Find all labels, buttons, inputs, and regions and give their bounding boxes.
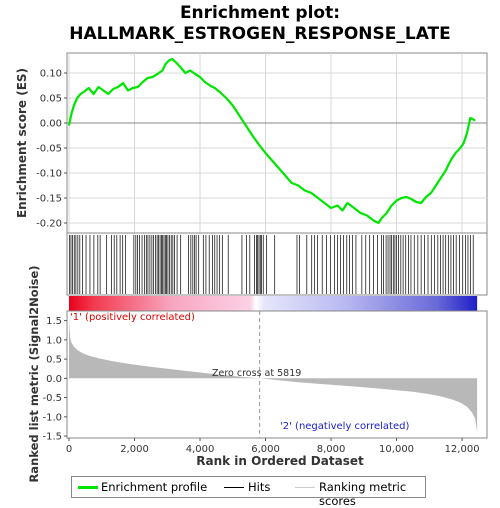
- hits-panel-frame: [66, 232, 488, 296]
- colorbar-rect: [69, 296, 478, 311]
- metric-y-tick-label: 1.0: [46, 335, 62, 346]
- metric-y-tick-label: -1.0: [42, 412, 62, 423]
- es-y-ticks: 0.10 0.05 0.00 -0.05 -0.10 -0.15 -0.20: [36, 69, 67, 230]
- metric-x-tick-label: 8,000: [317, 444, 346, 455]
- metric-x-tick-label: 2,000: [120, 444, 149, 455]
- es-gridlines: [67, 53, 487, 233]
- metric-x-axis-label: Rank in Ordered Dataset: [196, 454, 364, 468]
- metric-y-tick-label: 0.0: [46, 374, 62, 385]
- legend-es-swatch: [78, 486, 98, 489]
- metric-group: [69, 311, 478, 438]
- metric-y-tick-label: 1.5: [46, 316, 62, 327]
- metric-y-ticks: 1.5 1.0 0.5 0.0 -0.5 -1.0 -1.5: [42, 316, 67, 443]
- es-y-tick-label: 0.05: [40, 94, 62, 105]
- legend-metric-swatch: [295, 487, 315, 488]
- metric-x-tick-label: 0: [66, 444, 72, 455]
- legend-metric-label: Ranking metric scores: [319, 480, 407, 508]
- metric-x-tick-label: 6,000: [251, 444, 280, 455]
- positive-correlated-label: '1' (positively correlated): [70, 312, 195, 323]
- es-y-tick-label: 0.00: [40, 119, 62, 130]
- hits-group: [69, 235, 474, 294]
- title-line1: Enrichment plot:: [180, 3, 340, 23]
- legend-hits-label: Hits: [248, 480, 271, 494]
- legend: Enrichment profile Hits Ranking metric s…: [71, 476, 426, 508]
- metric-y-axis-label: Ranked list metric (Signal2Noise): [27, 265, 41, 482]
- legend-hits-swatch: [224, 487, 244, 488]
- es-line-group: [67, 57, 476, 225]
- metric-y-tick-label: 0.5: [46, 355, 62, 366]
- es-line: [67, 57, 476, 225]
- metric-x-ticks: 0 2,000 4,000 6,000 8,000 10,000 12,000: [66, 438, 480, 455]
- es-y-tick-label: -0.10: [36, 169, 62, 180]
- negative-correlated-label: '2' (negatively correlated): [280, 421, 409, 432]
- metric-x-tick-label: 4,000: [186, 444, 215, 455]
- es-y-axis-label: Enrichment score (ES): [15, 68, 29, 218]
- title-line2: HALLMARK_ESTROGEN_RESPONSE_LATE: [69, 24, 451, 44]
- es-y-tick-label: -0.15: [36, 194, 62, 205]
- metric-area: [69, 316, 478, 433]
- es-panel-frame: [66, 52, 488, 234]
- es-y-tick-label: -0.20: [36, 219, 62, 230]
- es-y-tick-label: 0.10: [40, 69, 62, 80]
- zero-cross-label: Zero cross at 5819: [212, 368, 301, 379]
- metric-x-tick-label: 10,000: [379, 444, 414, 455]
- legend-es-label: Enrichment profile: [101, 480, 208, 494]
- rank-color-bar: [69, 296, 478, 311]
- metric-y-tick-label: -0.5: [42, 393, 62, 404]
- es-y-tick-label: -0.05: [36, 144, 62, 155]
- metric-x-tick-label: 12,000: [445, 444, 480, 455]
- metric-y-tick-label: -1.5: [42, 432, 62, 443]
